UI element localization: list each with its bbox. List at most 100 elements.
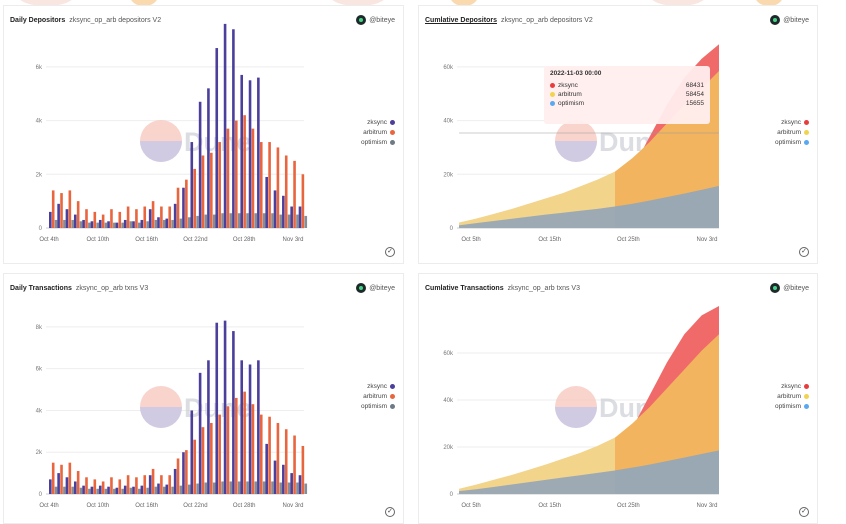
bar-optimism bbox=[154, 486, 158, 494]
author-tag[interactable]: @biteye bbox=[356, 283, 395, 293]
y-tick-label: 2k bbox=[36, 172, 43, 178]
bar-arbitrum bbox=[185, 179, 188, 228]
bar-optimism bbox=[187, 484, 191, 494]
bar-arbitrum bbox=[193, 439, 196, 494]
bar-arbitrum bbox=[85, 209, 88, 228]
author-tag[interactable]: @biteye bbox=[770, 15, 809, 25]
verified-check-icon[interactable]: ✓ bbox=[799, 507, 809, 517]
bar-zksync bbox=[232, 331, 235, 494]
chart-subtitle: zksync_op_arb depositors V2 bbox=[500, 17, 593, 24]
legend-item-arbitrum[interactable]: arbitrum bbox=[361, 128, 395, 138]
bar-arbitrum bbox=[201, 155, 205, 228]
legend-item-zksync[interactable]: zksync bbox=[775, 118, 809, 128]
bar-arbitrum bbox=[276, 147, 280, 228]
legend-dot-icon bbox=[550, 82, 555, 88]
bar-zksync bbox=[198, 101, 202, 228]
legend-label: arbitrum bbox=[777, 129, 801, 136]
bar-zksync bbox=[49, 211, 52, 228]
legend-item-optimism[interactable]: optimism bbox=[775, 402, 809, 412]
bar-arbitrum bbox=[243, 115, 246, 228]
bar-optimism bbox=[121, 488, 124, 494]
legend-dot-icon bbox=[390, 139, 395, 145]
legend-item-zksync[interactable]: zksync bbox=[361, 382, 395, 392]
bar-zksync bbox=[157, 483, 160, 494]
header-decoration bbox=[755, 0, 783, 6]
verified-check-icon[interactable]: ✓ bbox=[385, 507, 395, 517]
bar-arbitrum bbox=[85, 477, 88, 494]
bar-zksync bbox=[273, 460, 277, 494]
legend-label: zksync bbox=[367, 119, 387, 126]
bar-optimism bbox=[88, 222, 91, 228]
bar-optimism bbox=[138, 488, 141, 494]
bar-zksync bbox=[298, 475, 302, 494]
author-tag[interactable]: @biteye bbox=[356, 15, 395, 25]
legend-item-arbitrum[interactable]: arbitrum bbox=[361, 392, 395, 402]
bar-zksync bbox=[223, 23, 227, 229]
legend-dot-icon bbox=[390, 119, 395, 125]
avatar-icon bbox=[770, 283, 781, 293]
legend-dot-icon bbox=[550, 91, 555, 97]
y-tick-label: 6k bbox=[36, 65, 43, 71]
avatar-icon bbox=[770, 15, 781, 25]
bar-optimism bbox=[262, 481, 266, 494]
bar-optimism bbox=[54, 486, 58, 494]
header-decoration bbox=[130, 0, 158, 6]
bar-zksync bbox=[215, 322, 219, 494]
bar-arbitrum bbox=[284, 429, 288, 494]
tooltip-row: zksync 68431 bbox=[550, 81, 704, 90]
y-tick-label: 4k bbox=[36, 119, 43, 125]
legend-label: arbitrum bbox=[363, 393, 387, 400]
bar-optimism bbox=[79, 487, 83, 494]
bar-arbitrum bbox=[160, 206, 163, 228]
bar-zksync bbox=[257, 77, 260, 228]
tooltip-value: 58454 bbox=[685, 91, 704, 98]
author-name: @biteye bbox=[369, 16, 395, 24]
bar-optimism bbox=[204, 214, 208, 228]
bar-zksync bbox=[123, 485, 127, 494]
bar-optimism bbox=[113, 488, 116, 494]
bar-zksync bbox=[98, 219, 102, 228]
legend-item-arbitrum[interactable]: arbitrum bbox=[775, 392, 809, 402]
bar-optimism bbox=[246, 213, 249, 228]
legend-item-zksync[interactable]: zksync bbox=[361, 118, 395, 128]
bar-optimism bbox=[129, 487, 133, 494]
author-tag[interactable]: @biteye bbox=[770, 283, 809, 293]
bar-optimism bbox=[171, 486, 174, 494]
bar-arbitrum bbox=[76, 201, 80, 228]
author-name: @biteye bbox=[369, 284, 395, 292]
legend-item-optimism[interactable]: optimism bbox=[361, 402, 395, 412]
bar-arbitrum bbox=[301, 174, 305, 228]
bar-arbitrum bbox=[293, 435, 296, 494]
bar-arbitrum bbox=[301, 445, 305, 494]
bar-zksync bbox=[232, 29, 235, 229]
chart-title[interactable]: Cumlative Transactions bbox=[425, 285, 504, 292]
chart-legend: zksync arbitrum optimism bbox=[775, 118, 809, 148]
x-tick-label: Oct 28th bbox=[233, 503, 256, 509]
bar-optimism bbox=[63, 219, 66, 228]
bar-arbitrum bbox=[110, 209, 113, 228]
bar-zksync bbox=[107, 486, 110, 494]
verified-check-icon[interactable]: ✓ bbox=[385, 247, 395, 257]
chart-title[interactable]: Daily Transactions bbox=[10, 285, 72, 292]
panel-title: Daily Depositors zksync_op_arb depositors… bbox=[10, 17, 161, 24]
chart-title[interactable]: Cumlative Depositors bbox=[425, 17, 497, 24]
y-tick-label: 20k bbox=[443, 445, 454, 451]
bar-arbitrum bbox=[160, 475, 163, 494]
legend-item-arbitrum[interactable]: arbitrum bbox=[775, 128, 809, 138]
legend-item-zksync[interactable]: zksync bbox=[775, 382, 809, 392]
legend-dot-icon bbox=[804, 403, 809, 409]
bar-optimism bbox=[221, 213, 224, 228]
bar-zksync bbox=[207, 360, 210, 494]
legend-item-optimism[interactable]: optimism bbox=[361, 138, 395, 148]
legend-item-optimism[interactable]: optimism bbox=[775, 138, 809, 148]
bar-arbitrum bbox=[251, 128, 255, 228]
bar-optimism bbox=[104, 222, 108, 228]
x-tick-label: Oct 10th bbox=[86, 237, 109, 243]
y-tick-label: 0 bbox=[39, 492, 43, 498]
verified-check-icon[interactable]: ✓ bbox=[799, 247, 809, 257]
chart-title[interactable]: Daily Depositors bbox=[10, 17, 66, 24]
daily-depositors-panel: Daily Depositors zksync_op_arb depositors… bbox=[3, 5, 404, 264]
bar-arbitrum bbox=[60, 193, 63, 228]
bar-arbitrum bbox=[143, 206, 147, 228]
